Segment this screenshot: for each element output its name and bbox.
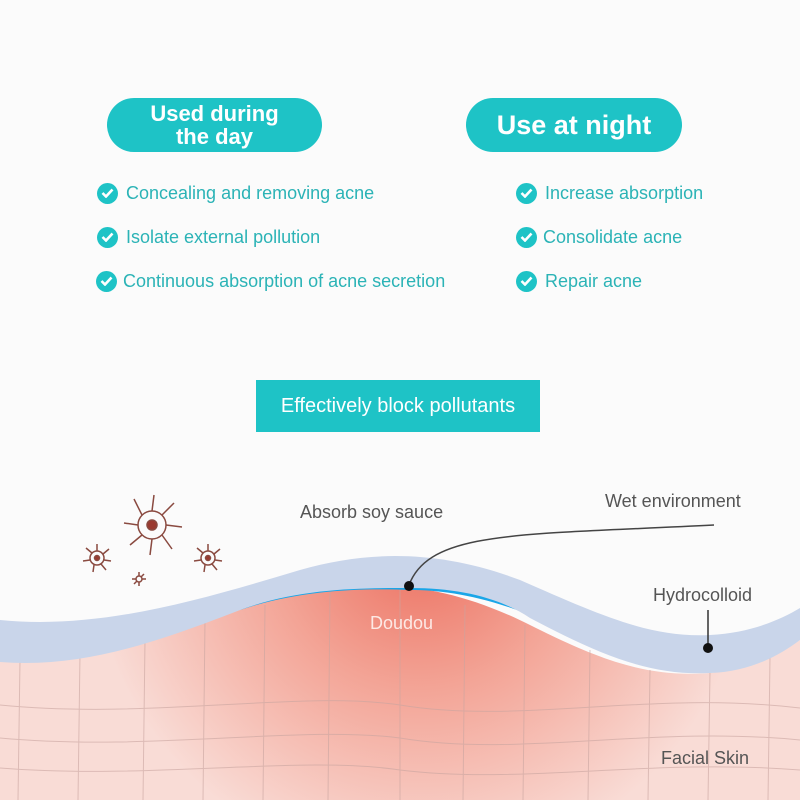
item-label: Continuous absorption of acne secretion	[123, 270, 446, 291]
bacteria-icon	[123, 494, 183, 556]
list-item: Increase absorption	[516, 182, 703, 204]
bacteria-icon	[193, 544, 223, 573]
check-circle-icon	[516, 182, 537, 204]
day-title-line1: Used during	[150, 100, 279, 126]
list-item: Continuous absorption of acne secretion	[96, 270, 445, 292]
check-circle-icon	[516, 270, 537, 292]
list-item: Concealing and removing acne	[97, 182, 445, 204]
night-title: Use at night	[496, 109, 652, 140]
hydrocolloid-label: Hydrocolloid	[653, 585, 753, 605]
list-item: Consolidate acne	[516, 226, 703, 248]
night-usage-badge: Use at night	[466, 98, 682, 152]
facial-skin-label: Facial Skin	[661, 748, 750, 768]
item-label: Consolidate acne	[543, 226, 683, 247]
hydrocolloid-layer	[0, 556, 800, 674]
doudou-label: Doudou	[370, 613, 434, 633]
day-title-line2: the day	[175, 124, 254, 149]
check-circle-icon	[96, 270, 117, 292]
item-label: Isolate external pollution	[126, 226, 321, 247]
banner-text: Effectively block pollutants	[280, 394, 516, 417]
pointer-dot	[404, 581, 414, 591]
wet-environment-pointer	[408, 524, 715, 586]
wet-environment-label: Wet environment	[605, 491, 741, 511]
facial-skin	[0, 585, 800, 800]
day-benefits-list: Concealing and removing acne Isolate ext…	[96, 182, 445, 314]
list-item: Repair acne	[516, 270, 703, 292]
pointer-dot	[703, 643, 713, 653]
absorb-label: Absorb soy sauce	[300, 502, 444, 522]
block-pollutants-banner: Effectively block pollutants	[256, 380, 540, 432]
night-benefits-list: Increase absorption Consolidate acne Rep…	[516, 182, 703, 314]
skin-patch-diagram	[0, 494, 800, 800]
bacteria-icons	[82, 494, 223, 586]
list-item: Isolate external pollution	[97, 226, 445, 248]
day-usage-badge: Used during the day	[107, 98, 322, 152]
bacteria-icon	[82, 544, 112, 573]
check-circle-icon	[97, 226, 118, 248]
bacteria-icon	[132, 572, 146, 586]
check-circle-icon	[97, 182, 118, 204]
check-circle-icon	[516, 226, 537, 248]
item-label: Concealing and removing acne	[126, 182, 375, 203]
item-label: Repair acne	[545, 270, 643, 291]
item-label: Increase absorption	[545, 182, 704, 203]
